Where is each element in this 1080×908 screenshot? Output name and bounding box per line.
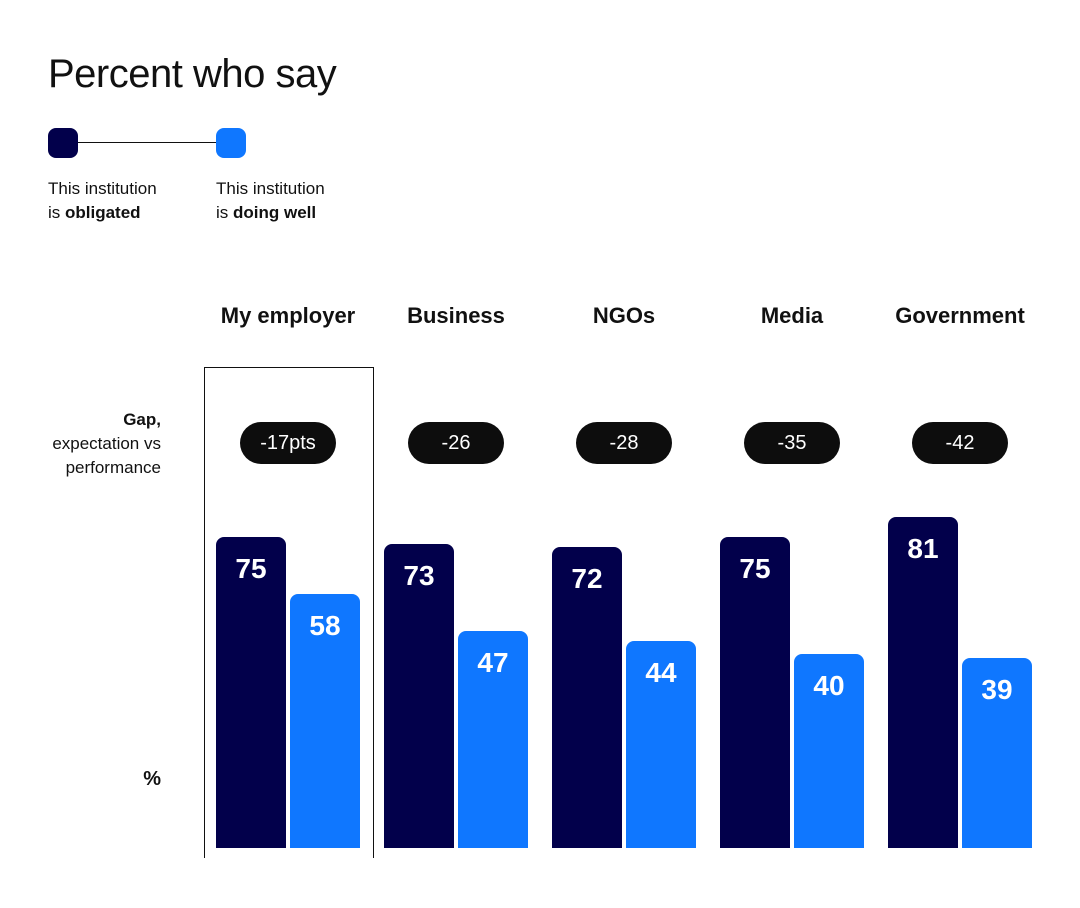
bar-doing-well: 58 — [290, 593, 360, 848]
bar-obligated: 75 — [216, 537, 286, 848]
bar-doing-well: 44 — [626, 640, 696, 848]
chart-title: Percent who say — [48, 52, 337, 96]
gap-label: Gap, expectation vs performance — [52, 410, 161, 477]
legend-swatch-obligated — [48, 128, 78, 158]
legend-label-doing-well: This institution is doing well — [216, 179, 325, 222]
legend-connector — [78, 142, 216, 143]
gap-pill: -26 — [408, 422, 504, 464]
legend-label-obligated: This institution is obligated — [48, 179, 157, 222]
category-label: NGOs — [592, 303, 656, 328]
bar-obligated: 75 — [720, 537, 790, 848]
gap-pill: -28 — [576, 422, 672, 464]
bar-doing-well: 40 — [794, 654, 864, 848]
highlight-box — [204, 367, 374, 858]
category-label: Media — [760, 303, 824, 328]
y-axis-label: % — [143, 768, 161, 790]
bar-obligated: 81 — [888, 516, 958, 848]
category-label: My employer — [220, 303, 356, 328]
gap-pill: -35 — [744, 422, 840, 464]
gap-pill: -17pts — [240, 422, 336, 464]
bar-obligated: 72 — [552, 547, 622, 848]
legend-swatch-doing-well — [216, 128, 246, 158]
category-label: Business — [407, 303, 505, 328]
bar-doing-well: 47 — [458, 630, 528, 848]
bar-obligated: 73 — [384, 543, 454, 848]
category-label: Government — [895, 303, 1025, 328]
gap-pill: -42 — [912, 422, 1008, 464]
bar-doing-well: 39 — [962, 657, 1032, 848]
